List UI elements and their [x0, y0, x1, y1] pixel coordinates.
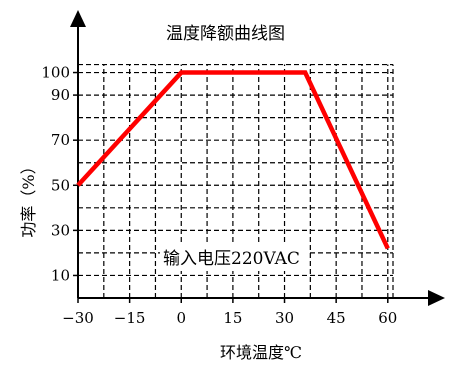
x-tick-label: −15: [114, 309, 146, 327]
x-tick-label: 30: [275, 309, 294, 327]
x-axis-arrow: [428, 290, 445, 306]
derating-curve: [76, 70, 390, 250]
y-tick-label: 70: [51, 131, 70, 149]
x-tick-label: 45: [327, 309, 346, 327]
annotation-text: 输入电压220VAC: [163, 249, 300, 269]
x-axis-label: 环境温度℃: [220, 343, 302, 362]
axes: [70, 10, 445, 306]
y-tick-label: 30: [51, 221, 70, 239]
x-tick-label: 60: [378, 309, 397, 327]
x-tick-label: 0: [176, 309, 186, 327]
y-tick-label: 100: [41, 64, 70, 82]
y-tick-labels: 10 30 50 70 90 100: [41, 64, 78, 284]
series-layer: [76, 70, 390, 250]
y-axis-arrow: [70, 10, 86, 27]
annotation-background: [160, 245, 308, 271]
y-axis-label: 功率（%）: [19, 158, 38, 237]
chart-title: 温度降额曲线图: [166, 24, 285, 44]
x-tick-label: −30: [62, 309, 94, 327]
y-tick-label: 10: [51, 266, 70, 284]
y-tick-label: 90: [51, 86, 70, 104]
y-tick-label: 50: [51, 176, 70, 194]
x-tick-label: 15: [223, 309, 242, 327]
x-tick-labels: −30 −15 0 15 30 45 60: [62, 298, 397, 327]
